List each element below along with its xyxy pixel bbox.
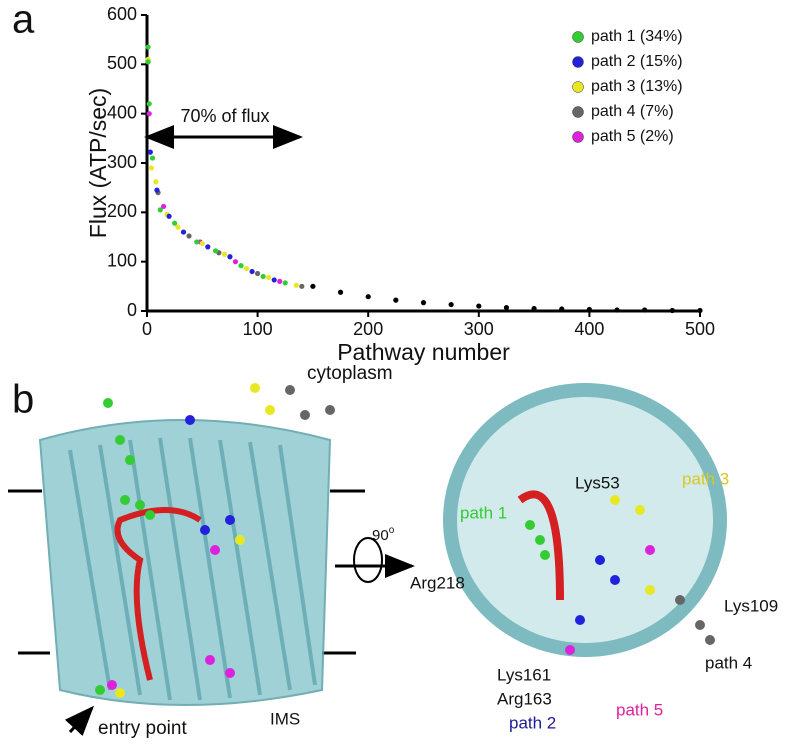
- data-point: [293, 282, 299, 288]
- data-point: [186, 233, 192, 239]
- label: Arg218: [410, 573, 465, 592]
- label: path 3: [682, 469, 729, 488]
- legend-label: path 4 (7%): [591, 103, 674, 120]
- data-point: [145, 59, 151, 65]
- legend-label: path 3 (13%): [591, 78, 683, 95]
- data-point: [205, 244, 211, 250]
- data-point: [266, 274, 272, 281]
- data-point: [614, 307, 620, 313]
- data-point: [476, 303, 482, 309]
- x-tick-label: 300: [464, 319, 494, 339]
- data-point: [221, 251, 228, 257]
- data-point: [299, 283, 305, 289]
- data-point: [448, 301, 454, 308]
- y-axis-label: Flux (ATP/sec): [85, 88, 111, 238]
- data-point: [148, 165, 155, 171]
- data-point: [232, 259, 239, 265]
- data-point: [175, 224, 181, 230]
- data-point: [154, 187, 160, 193]
- data-point: [180, 229, 187, 235]
- legend-label: path 1 (34%): [591, 28, 683, 45]
- rotation-symbol: 90o: [335, 525, 415, 583]
- label: 90o: [372, 525, 395, 544]
- y-tick-label: 0: [127, 300, 137, 320]
- legend-marker: [572, 106, 584, 118]
- x-tick-label: 400: [574, 319, 604, 339]
- data-point: [642, 307, 648, 313]
- data-point: [146, 111, 152, 117]
- data-point: [310, 283, 316, 289]
- legend-marker: [572, 131, 584, 143]
- data-point: [199, 240, 205, 247]
- y-tick-label: 300: [107, 152, 137, 172]
- label: path 5: [616, 700, 663, 719]
- data-point: [147, 149, 153, 155]
- data-point: [559, 306, 565, 312]
- annotation: 70% of flux: [180, 106, 269, 126]
- label: path 1: [460, 503, 507, 522]
- legend-marker: [572, 56, 584, 68]
- data-point: [669, 307, 675, 314]
- x-tick-label: 0: [142, 319, 152, 339]
- data-point: [260, 273, 266, 280]
- data-point: [249, 268, 255, 275]
- data-point: [337, 289, 344, 295]
- x-tick-label: 100: [243, 319, 273, 339]
- legend-marker: [572, 81, 584, 93]
- data-point: [146, 101, 152, 107]
- label: entry point: [98, 718, 187, 739]
- label: path 4: [705, 653, 752, 672]
- label: IMS: [270, 709, 300, 728]
- data-point: [227, 254, 233, 260]
- rotation-unit: o: [389, 525, 395, 536]
- legend-label: path 2 (15%): [591, 53, 683, 70]
- data-point: [149, 155, 156, 161]
- data-point: [172, 220, 178, 226]
- y-tick-label: 100: [107, 250, 137, 270]
- data-point: [166, 213, 172, 219]
- data-point: [212, 248, 219, 254]
- label: Arg163: [497, 689, 552, 708]
- label: Lys161: [497, 665, 551, 684]
- plot-area: 0 100 200 300 400 500 0 100 200 300 400 500 600 Pathw…: [85, 4, 715, 365]
- y-tick-label: 400: [107, 102, 137, 122]
- data-point: [586, 306, 593, 313]
- protein-left: cytoplasm entry point IMS: [8, 363, 393, 739]
- x-tick-label: 200: [353, 319, 383, 339]
- data-point: [157, 207, 163, 213]
- data-point: [393, 297, 399, 303]
- data-point: [282, 280, 288, 286]
- data-point: [153, 179, 159, 185]
- data-point: [145, 44, 151, 50]
- data-point: [420, 300, 427, 306]
- panel-label: a: [12, 0, 35, 42]
- y-tick-label: 600: [107, 4, 137, 24]
- x-axis-label: Pathway number: [337, 339, 510, 365]
- legend-label: path 5 (2%): [591, 128, 674, 145]
- label: cytoplasm: [307, 363, 393, 384]
- data-point: [365, 294, 371, 300]
- label: path 2: [509, 713, 556, 732]
- legend-marker: [572, 31, 584, 43]
- data-point: [194, 239, 200, 245]
- data-point: [255, 270, 261, 277]
- data-point: [531, 305, 537, 312]
- data-point: [160, 203, 167, 210]
- y-tick-label: 500: [107, 53, 137, 73]
- label: Lys109: [724, 596, 778, 615]
- data-point: [243, 265, 250, 272]
- label: Lys53: [575, 473, 620, 492]
- data-point: [503, 304, 510, 311]
- x-tick-label: 500: [685, 319, 715, 339]
- data-point: [238, 263, 244, 269]
- panel-label: b: [12, 378, 34, 422]
- data-point: [697, 307, 703, 314]
- rotation-angle: 90: [372, 527, 389, 544]
- protein-right: path 1 Lys53 path 3 Arg218 Lys109 path 4…: [410, 383, 778, 732]
- data-point: [277, 278, 283, 284]
- y-tick-label: 200: [107, 201, 137, 221]
- data-point: [271, 277, 277, 283]
